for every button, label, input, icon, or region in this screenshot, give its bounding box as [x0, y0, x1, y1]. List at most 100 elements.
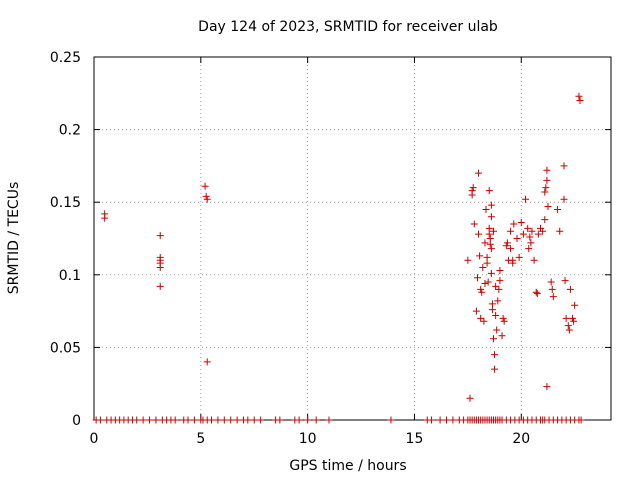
plot-frame	[93, 56, 612, 421]
data-point	[483, 259, 491, 267]
data-point	[475, 169, 483, 177]
y-tick-label: 0.05	[50, 340, 81, 356]
data-point	[496, 277, 504, 285]
data-point	[533, 290, 541, 298]
data-point	[325, 416, 333, 424]
data-point	[295, 416, 303, 424]
data-point	[543, 383, 551, 391]
data-point	[473, 274, 481, 282]
data-point	[528, 227, 536, 235]
data-point	[541, 216, 549, 224]
data-point	[565, 326, 573, 334]
data-points	[92, 92, 585, 424]
data-point	[542, 184, 550, 192]
data-point	[227, 416, 235, 424]
data-point	[525, 245, 533, 253]
data-point	[233, 416, 241, 424]
data-point	[443, 416, 450, 424]
data-point	[312, 416, 320, 424]
data-point	[214, 416, 222, 424]
data-point	[250, 416, 258, 424]
data-point	[532, 288, 540, 296]
data-point	[494, 297, 502, 305]
data-point	[560, 162, 568, 170]
data-point	[502, 242, 510, 250]
data-point	[524, 224, 532, 232]
data-point	[304, 416, 312, 424]
y-tick-label: 0.15	[50, 195, 81, 211]
data-point	[495, 285, 503, 293]
data-point	[486, 240, 494, 248]
y-tick-label: 0.25	[50, 50, 81, 66]
data-point	[244, 416, 252, 424]
x-tick-label: 5	[196, 431, 205, 447]
axes-layer: 0 5 10 15 20 0 0.05 0.1 0.15 0.2 0.25	[50, 50, 612, 447]
data-point	[464, 256, 472, 264]
data-point	[257, 416, 265, 424]
data-point	[476, 252, 484, 260]
data-point	[490, 335, 497, 343]
data-point	[517, 219, 525, 227]
data-point	[491, 351, 499, 359]
data-point	[485, 187, 493, 195]
data-point	[139, 416, 147, 424]
data-point	[543, 166, 551, 174]
data-point	[146, 416, 154, 424]
y-tick-label: 0.2	[59, 123, 81, 139]
data-point	[554, 205, 562, 213]
data-point	[472, 307, 480, 315]
data-point	[560, 195, 568, 203]
data-point	[544, 203, 552, 211]
data-point	[428, 416, 436, 424]
data-point	[190, 416, 198, 424]
data-point	[526, 233, 534, 241]
data-point	[481, 280, 489, 288]
data-point	[475, 230, 483, 238]
data-point	[541, 188, 549, 196]
data-point	[203, 358, 211, 366]
x-tick-label: 20	[512, 431, 530, 447]
data-point	[487, 245, 495, 253]
data-point	[496, 266, 504, 274]
data-point	[208, 416, 215, 424]
x-axis-label: GPS time / hours	[289, 458, 406, 474]
data-point	[548, 285, 556, 293]
data-point	[564, 322, 572, 330]
data-point	[487, 269, 495, 277]
grid-layer	[94, 57, 611, 420]
x-tick-label: 15	[406, 431, 424, 447]
y-axis-label: SRMTID / TECUs	[6, 182, 22, 295]
data-point	[101, 214, 109, 222]
data-point	[562, 314, 570, 322]
data-point	[484, 278, 492, 286]
data-point	[507, 245, 515, 253]
data-point	[481, 239, 489, 247]
data-point	[500, 317, 508, 325]
data-point	[571, 301, 579, 309]
data-point	[436, 416, 444, 424]
data-point	[201, 182, 209, 190]
data-point	[576, 97, 584, 105]
data-point	[276, 416, 284, 424]
data-point	[547, 278, 555, 286]
data-point	[466, 394, 474, 402]
data-point	[156, 264, 164, 272]
data-point	[477, 285, 485, 293]
data-point	[556, 227, 564, 235]
data-point	[96, 416, 104, 424]
data-point	[534, 230, 542, 238]
data-point	[492, 311, 500, 319]
data-point	[156, 232, 164, 240]
data-point	[488, 306, 496, 314]
data-point	[480, 317, 488, 325]
y-tick-label: 0.1	[59, 268, 81, 284]
x-tick-label: 10	[299, 431, 317, 447]
data-point	[522, 195, 530, 203]
data-point	[156, 282, 164, 290]
data-point	[507, 227, 515, 235]
data-point	[485, 230, 493, 238]
data-point	[133, 416, 141, 424]
data-point	[498, 332, 506, 340]
data-point	[184, 416, 192, 424]
data-point	[493, 326, 501, 334]
